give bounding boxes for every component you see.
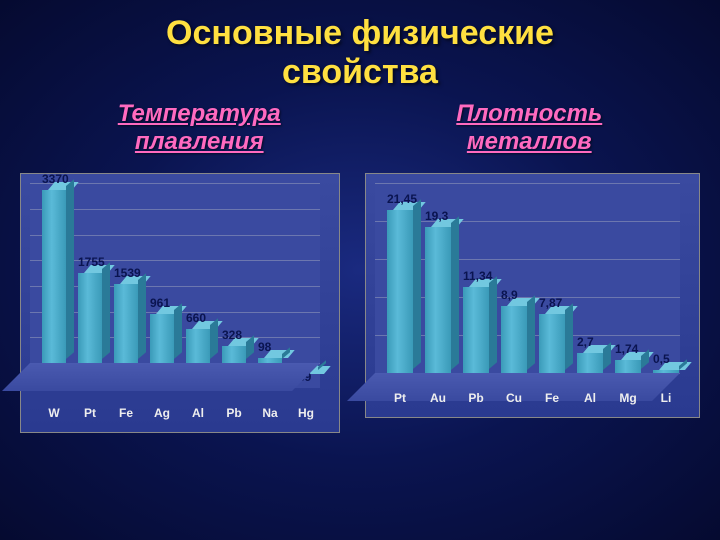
x-tick-label: W [36, 406, 72, 420]
bar: 19,3 [425, 227, 451, 374]
bar: 7,87 [539, 314, 565, 374]
subtitle-right-line-1: Плотность [456, 100, 602, 127]
bar: 3370 [42, 190, 66, 363]
bar: 11,34 [463, 287, 489, 373]
x-tick-label: Ag [144, 406, 180, 420]
x-tick-label: Fe [108, 406, 144, 420]
title-line-1: Основные физические [166, 14, 554, 52]
bar-value-label: 11,34 [463, 269, 492, 283]
x-axis: PtAuPbCuFeAlMgLi [381, 391, 685, 405]
x-tick-label: Al [571, 391, 609, 405]
bar-value-label: 7,87 [539, 296, 562, 310]
bar: 98 [258, 358, 282, 363]
subtitle-right: Плотность металлов [456, 100, 602, 155]
bar-value-label: 3370 [42, 172, 69, 186]
chart-floor [2, 363, 320, 391]
gridline [375, 183, 680, 184]
x-tick-label: Cu [495, 391, 533, 405]
bar: 8,9 [501, 306, 527, 374]
bar: 21,45 [387, 210, 413, 373]
plot-area: 21,45 19,3 11,34 8,9 7,87 2,7 1,74 0,5 [375, 183, 680, 373]
x-tick-label: Pt [381, 391, 419, 405]
density-chart: 21,45 19,3 11,34 8,9 7,87 2,7 1,74 0,5 PtAuPbCuF… [365, 173, 700, 418]
subtitle-left-line-2: плавления [135, 128, 264, 155]
bar: 660 [186, 329, 210, 363]
bar-value-label: 8,9 [501, 288, 518, 302]
x-axis: WPtFeAgAlPbNaHg [36, 406, 324, 420]
bar-value-label: 1,74 [615, 342, 638, 356]
x-tick-label: Fe [533, 391, 571, 405]
x-tick-label: Pb [216, 406, 252, 420]
x-tick-label: Li [647, 391, 685, 405]
bar-value-label: 21,45 [387, 192, 417, 206]
x-tick-label: Mg [609, 391, 647, 405]
subtitles-row: Температура плавления Плотность металлов [0, 100, 720, 155]
x-tick-label: Na [252, 406, 288, 420]
bar-value-label: 1755 [78, 255, 105, 269]
x-tick-label: Pb [457, 391, 495, 405]
bar-value-label: 328 [222, 328, 242, 342]
melting-point-chart: 33701755153996166032898-39WPtFeAgAlPbNaH… [20, 173, 340, 433]
bar: 1,74 [615, 360, 641, 373]
bar-value-label: 1539 [114, 266, 141, 280]
subtitle-right-line-2: металлов [467, 128, 592, 155]
bar-value-label: 0,5 [653, 352, 670, 366]
plot-area: 33701755153996166032898-39 [30, 183, 320, 388]
bar-value-label: 98 [258, 340, 271, 354]
bar: 961 [150, 314, 174, 363]
x-tick-label: Pt [72, 406, 108, 420]
bar: 1755 [78, 273, 102, 363]
title-line-2: свойства [282, 53, 438, 91]
charts-row: 33701755153996166032898-39WPtFeAgAlPbNaH… [0, 173, 720, 433]
x-tick-label: Au [419, 391, 457, 405]
x-tick-label: Al [180, 406, 216, 420]
bar: 328 [222, 346, 246, 363]
bar-value-label: 961 [150, 296, 170, 310]
x-tick-label: Hg [288, 406, 324, 420]
subtitle-left-line-1: Температура [118, 100, 281, 127]
bar-value-label: 19,3 [425, 209, 448, 223]
bar-value-label: 2,7 [577, 335, 594, 349]
slide-title: Основные физические свойства [0, 0, 720, 92]
bar: 1539 [114, 284, 138, 363]
subtitle-left: Температура плавления [118, 100, 281, 155]
bar-value-label: 660 [186, 311, 206, 325]
bar: 2,7 [577, 353, 603, 374]
